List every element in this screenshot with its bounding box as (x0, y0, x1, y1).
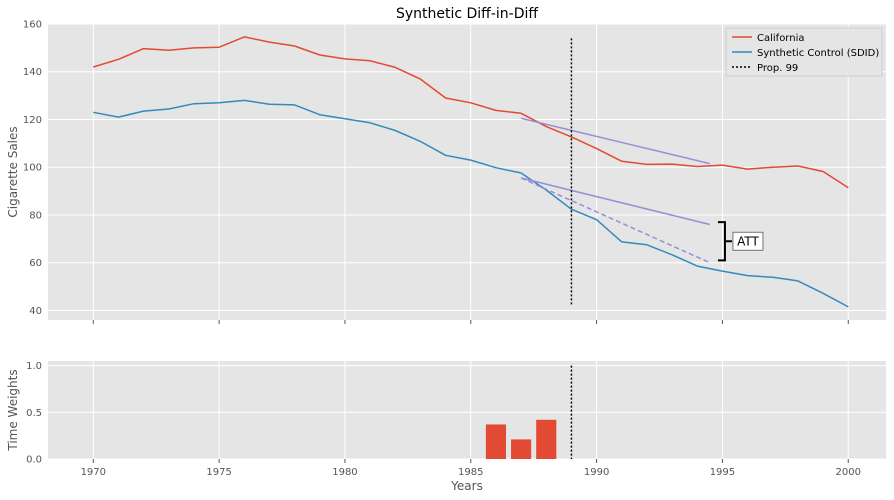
weights-panel: 0.0 0.5 1.0 1970 1975 1980 1985 1990 1995 2000 T… (6, 361, 886, 493)
main-y-axis-label: Cigarette Sales (6, 126, 20, 217)
weight-bars (485, 419, 557, 459)
x-tick-label: 1970 (81, 467, 106, 478)
weight-bar-1987 (511, 439, 532, 459)
chart-title: Synthetic Diff-in-Diff (396, 6, 538, 22)
main-x-tick-marks (92, 320, 849, 324)
legend-label-california: California (757, 33, 805, 44)
main-y-tick-label: 160 (23, 20, 42, 31)
series-line-california (93, 36, 849, 189)
main-series (93, 36, 849, 308)
att-annotation: ATT (717, 221, 764, 262)
x-ticks: 1970 1975 1980 1985 1990 1995 2000 (81, 459, 861, 478)
main-y-tick-label: 60 (29, 258, 42, 269)
main-y-tick-label: 100 (23, 163, 42, 174)
x-tick-label: 1995 (710, 467, 735, 478)
main-panel: ATT 40 60 80 100 120 140 160 Synthetic Diff-in… (6, 6, 886, 324)
x-tick-label: 1985 (458, 467, 483, 478)
weights-y-tick-label: 0.0 (26, 455, 42, 466)
main-y-tick-label: 40 (29, 306, 42, 317)
weight-bar-1986 (485, 424, 507, 459)
x-tick-label: 1980 (332, 467, 357, 478)
trend-line (520, 177, 711, 226)
trend-lines (520, 117, 711, 264)
series-line-synthetic-control (93, 99, 849, 308)
counterfactual-trend-line (520, 177, 711, 264)
weight-bar-1988 (536, 419, 557, 459)
x-axis-label: Years (450, 479, 483, 493)
x-tick-label: 1990 (584, 467, 609, 478)
main-y-tick-label: 80 (29, 210, 42, 221)
weights-grid (48, 361, 886, 460)
x-tick-label: 1975 (206, 467, 231, 478)
main-y-tick-label: 120 (23, 115, 42, 126)
trend-line (520, 117, 711, 165)
weights-y-tick-label: 1.0 (26, 361, 42, 372)
x-tick-label: 2000 (836, 467, 861, 478)
att-label: ATT (737, 235, 759, 249)
legend-label-prop-99: Prop. 99 (757, 63, 798, 74)
att-label-box (732, 231, 764, 251)
main-y-ticks: 40 60 80 100 120 140 160 (23, 20, 42, 317)
weights-y-axis-label: Time Weights (6, 369, 20, 451)
weights-y-tick-label: 0.5 (26, 408, 42, 419)
att-bracket (717, 221, 732, 262)
weights-y-ticks: 0.0 0.5 1.0 (26, 361, 42, 465)
weights-plot-area (48, 361, 886, 459)
legend: California Synthetic Control (SDID) Prop… (725, 27, 883, 77)
main-grid (48, 23, 886, 320)
legend-label-synthetic-control: Synthetic Control (SDID) (757, 48, 879, 59)
main-y-tick-label: 140 (23, 67, 42, 78)
